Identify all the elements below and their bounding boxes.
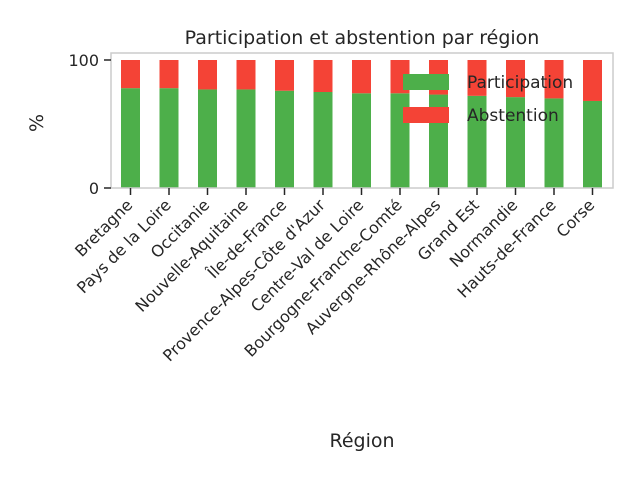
bar-abstention-5 xyxy=(313,60,333,92)
x-axis-label: Région xyxy=(329,430,394,452)
bar-participation-4 xyxy=(275,90,294,188)
y-tick-label: 0 xyxy=(89,179,99,198)
legend-swatch-participation xyxy=(403,74,449,90)
bar-participation-2 xyxy=(198,89,217,188)
y-axis: 0 100 xyxy=(68,51,111,198)
chart-title: Participation et abstention par région xyxy=(185,27,540,49)
bar-abstention-4 xyxy=(275,60,294,91)
bar-participation-10 xyxy=(506,97,525,188)
bar-participation-11 xyxy=(544,98,564,188)
legend-label-participation: Participation xyxy=(467,73,573,93)
bar-abstention-9 xyxy=(467,60,487,96)
legend-swatch-abstention xyxy=(403,107,449,123)
y-tick-label: 100 xyxy=(68,51,99,70)
y-axis-label: % xyxy=(26,114,48,132)
legend-label-abstention: Abstention xyxy=(467,106,559,126)
bar-abstention-10 xyxy=(506,60,525,98)
bar-participation-1 xyxy=(159,88,179,188)
bar-participation-0 xyxy=(121,88,140,188)
bar-abstention-1 xyxy=(159,60,179,89)
bar-participation-12 xyxy=(583,100,602,188)
legend: Participation Abstention xyxy=(403,73,573,126)
bar-participation-9 xyxy=(467,95,487,188)
bar-abstention-11 xyxy=(544,60,564,99)
bar-abstention-3 xyxy=(236,60,256,90)
bar-participation-3 xyxy=(236,89,256,188)
bars-layer xyxy=(121,60,602,188)
bar-abstention-0 xyxy=(121,60,140,89)
bar-abstention-12 xyxy=(583,60,602,101)
bar-participation-6 xyxy=(352,93,371,188)
bar-participation-5 xyxy=(313,92,333,188)
bar-abstention-6 xyxy=(352,60,371,94)
x-tick-label: Corse xyxy=(553,195,599,241)
bar-abstention-2 xyxy=(198,60,217,90)
